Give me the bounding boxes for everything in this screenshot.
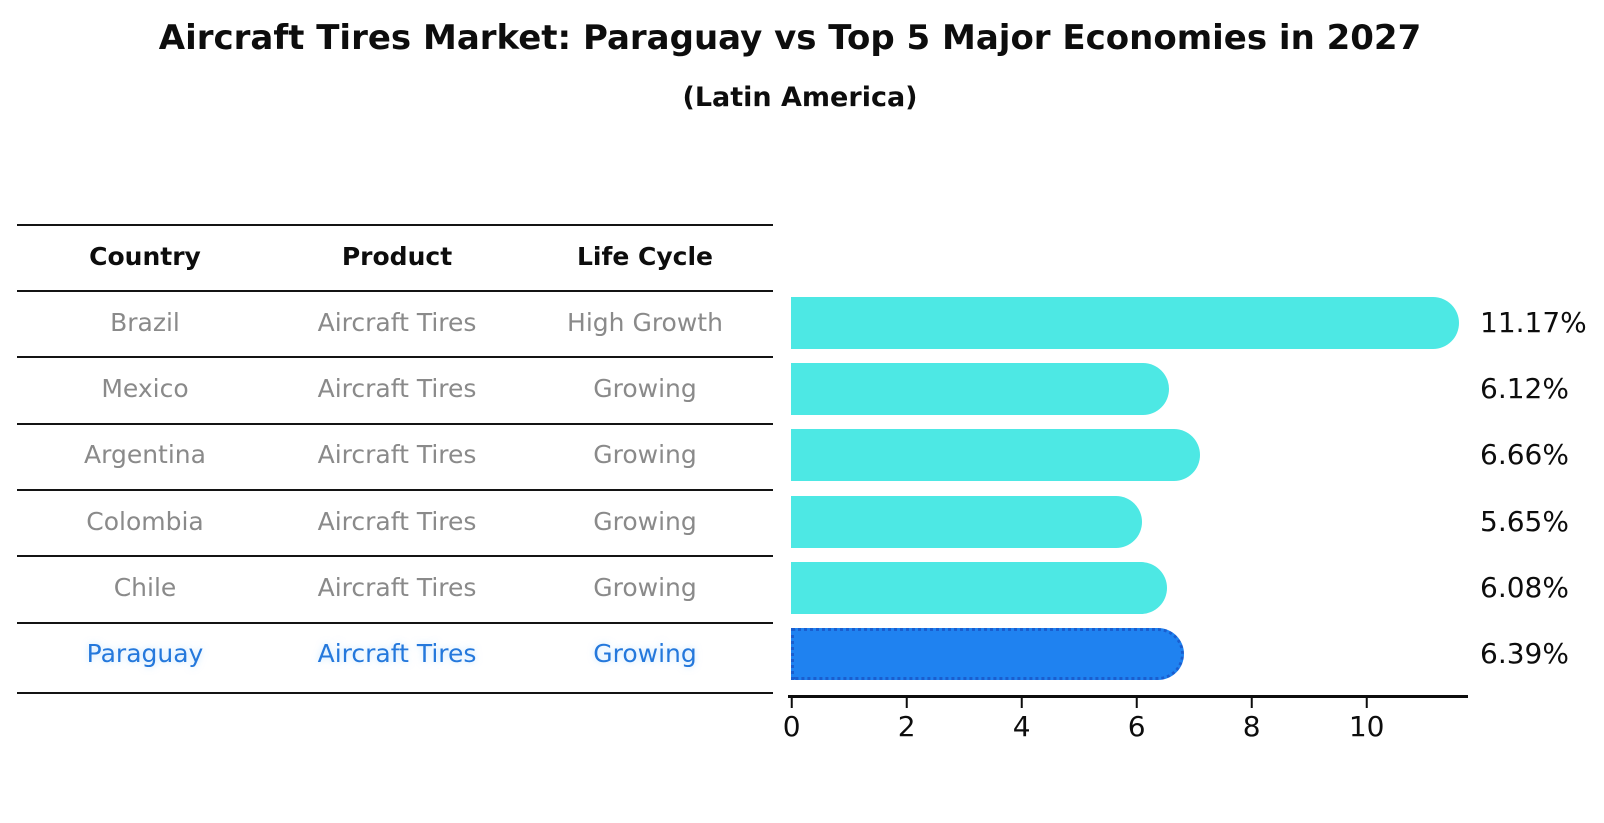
value-label-brazil: 11.17% [1480, 305, 1587, 339]
x-axis-tick [1020, 697, 1023, 708]
bar-argentina [791, 429, 1200, 482]
table-cell-lifecycle: Growing [593, 506, 697, 536]
x-axis-line [788, 695, 1468, 698]
x-axis-tick-label: 4 [1012, 710, 1031, 743]
x-axis-tick-label: 2 [897, 710, 916, 743]
bar-brazil [791, 296, 1460, 349]
table-header-country: Country [89, 241, 201, 271]
table-cell-lifecycle: High Growth [567, 307, 723, 337]
table-header-product: Product [341, 241, 453, 271]
table-cell-country: Brazil [110, 307, 180, 337]
table-rule [17, 555, 773, 558]
x-axis-tick [790, 697, 793, 708]
table-cell-product: Aircraft Tires [317, 307, 477, 337]
value-label-paraguay: 6.39% [1480, 637, 1569, 671]
chart-title: Aircraft Tires Market: Paraguay vs Top 5… [158, 18, 1422, 58]
bar-chile [791, 562, 1167, 614]
table-row-chile: Chile Aircraft Tires Growing [17, 555, 773, 621]
table-rule [17, 621, 773, 624]
table-cell-product: Aircraft Tires [317, 374, 477, 404]
bar-paraguay [791, 628, 1185, 681]
x-axis-tick-label: 0 [782, 710, 801, 743]
table-row-argentina: Argentina Aircraft Tires Growing [17, 422, 773, 488]
table-cell-product: Aircraft Tires [317, 506, 477, 536]
table-cell-country: Colombia [86, 506, 204, 536]
table-cell-lifecycle: Growing [593, 374, 697, 404]
x-axis-tick-label: 6 [1127, 710, 1146, 743]
bar-mexico [791, 363, 1169, 416]
table-cell-product: Aircraft Tires [317, 440, 477, 470]
table-cell-lifecycle: Growing [593, 440, 697, 470]
table-row-paraguay: Paraguay Aircraft Tires Growing [17, 621, 773, 687]
value-label-mexico: 6.12% [1480, 372, 1569, 406]
table-rule [17, 488, 773, 491]
x-axis-tick [1365, 697, 1368, 708]
table-rule [17, 223, 773, 226]
table-rule [17, 692, 773, 694]
x-axis-tick [905, 697, 908, 708]
value-label-colombia: 5.65% [1480, 504, 1569, 538]
x-axis-tick-label: 10 [1348, 710, 1385, 743]
x-axis-tick [1250, 697, 1253, 708]
value-label-chile: 6.08% [1480, 571, 1569, 604]
table-row-mexico: Mexico Aircraft Tires Growing [17, 356, 773, 422]
table-rule [17, 290, 773, 292]
table-rule [17, 356, 773, 359]
table-cell-country: Paraguay [86, 639, 204, 669]
chart-subtitle: (Latin America) [682, 82, 918, 113]
table-cell-lifecycle: Growing [593, 639, 697, 669]
table-cell-lifecycle: Growing [593, 573, 697, 603]
value-label-argentina: 6.66% [1480, 438, 1569, 472]
x-axis-tick [1135, 697, 1138, 708]
table-cell-product: Aircraft Tires [317, 573, 477, 603]
table-cell-country: Argentina [84, 440, 206, 470]
table-header-row: Country Product Life Cycle [17, 224, 773, 290]
table-cell-product: Aircraft Tires [317, 639, 477, 669]
table-row-colombia: Colombia Aircraft Tires Growing [17, 489, 773, 555]
table-row-brazil: Brazil Aircraft Tires High Growth [17, 290, 773, 356]
table-cell-country: Mexico [101, 374, 189, 404]
table-rule [17, 422, 773, 425]
bar-colombia [791, 495, 1142, 548]
table-header-lifecycle: Life Cycle [576, 241, 714, 271]
x-axis-tick-label: 8 [1242, 710, 1261, 743]
table-cell-country: Chile [113, 573, 177, 603]
